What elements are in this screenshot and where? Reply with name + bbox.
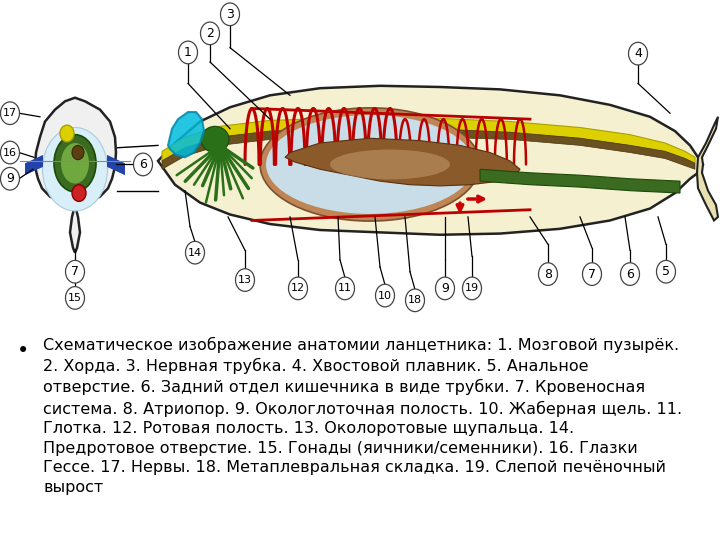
Circle shape — [200, 22, 220, 45]
Circle shape — [289, 277, 307, 300]
Polygon shape — [107, 155, 125, 175]
Polygon shape — [480, 169, 680, 193]
Text: 3: 3 — [226, 8, 234, 21]
Text: Схематическое изображение анатомии ланцетника: 1. Мозговой пузырёк.
2. Хорда. 3.: Схематическое изображение анатомии ланце… — [43, 337, 683, 495]
Polygon shape — [35, 98, 116, 205]
Circle shape — [186, 241, 204, 264]
Text: 14: 14 — [188, 248, 202, 258]
Circle shape — [436, 277, 454, 300]
Polygon shape — [25, 155, 43, 175]
Circle shape — [1, 102, 19, 125]
Polygon shape — [697, 117, 718, 220]
Circle shape — [66, 260, 84, 283]
Text: 12: 12 — [291, 284, 305, 293]
Text: 13: 13 — [238, 275, 252, 285]
Circle shape — [60, 125, 74, 142]
Text: 7: 7 — [71, 265, 79, 278]
Circle shape — [220, 3, 240, 25]
Text: 15: 15 — [68, 293, 82, 303]
Ellipse shape — [201, 126, 229, 152]
Circle shape — [405, 289, 425, 312]
Text: 19: 19 — [465, 284, 479, 293]
Text: 11: 11 — [338, 284, 352, 293]
Text: 9: 9 — [6, 172, 14, 185]
Text: 17: 17 — [3, 108, 17, 118]
Circle shape — [582, 263, 601, 286]
Ellipse shape — [54, 134, 96, 192]
Text: 10: 10 — [378, 291, 392, 301]
Circle shape — [462, 277, 482, 300]
Ellipse shape — [61, 143, 89, 184]
Circle shape — [629, 42, 647, 65]
Circle shape — [133, 153, 153, 176]
Ellipse shape — [260, 108, 480, 221]
Text: 4: 4 — [634, 47, 642, 60]
Circle shape — [336, 277, 354, 300]
Polygon shape — [162, 118, 695, 163]
Text: 2: 2 — [206, 27, 214, 40]
Circle shape — [1, 141, 19, 164]
Circle shape — [1, 167, 19, 190]
Text: 1: 1 — [184, 46, 192, 59]
Text: 6: 6 — [139, 158, 147, 171]
Polygon shape — [158, 86, 703, 235]
Circle shape — [657, 260, 675, 283]
Text: 6: 6 — [626, 268, 634, 281]
Circle shape — [179, 41, 197, 64]
Ellipse shape — [330, 150, 450, 179]
Text: 16: 16 — [3, 147, 17, 158]
Text: •: • — [17, 341, 30, 361]
Circle shape — [235, 269, 254, 292]
Polygon shape — [285, 138, 520, 186]
Text: 7: 7 — [588, 268, 596, 281]
Circle shape — [72, 185, 86, 201]
Circle shape — [376, 284, 395, 307]
Text: 18: 18 — [408, 295, 422, 305]
Polygon shape — [168, 112, 204, 157]
Circle shape — [621, 263, 639, 286]
Ellipse shape — [266, 115, 474, 214]
Ellipse shape — [42, 127, 107, 211]
Polygon shape — [70, 205, 80, 253]
Polygon shape — [162, 129, 695, 169]
Text: 9: 9 — [441, 282, 449, 295]
Text: 5: 5 — [662, 265, 670, 278]
Text: 8: 8 — [544, 268, 552, 281]
Circle shape — [66, 287, 84, 309]
Circle shape — [72, 145, 84, 160]
Circle shape — [539, 263, 557, 286]
